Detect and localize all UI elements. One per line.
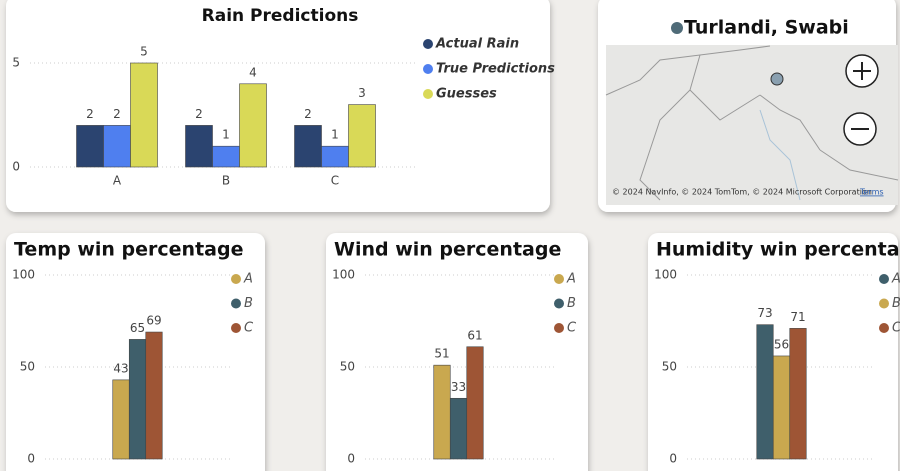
bar	[76, 125, 104, 168]
legend-label: Actual Rain	[435, 37, 519, 52]
legend-label: A	[566, 272, 576, 287]
legend-label: B	[892, 296, 900, 311]
data-label: 5	[140, 45, 148, 59]
chart-title: Wind win percentage	[334, 239, 561, 261]
y-tick-label: 50	[662, 360, 677, 374]
bar	[103, 125, 131, 168]
data-label: 61	[467, 328, 482, 342]
legend-label: B	[244, 296, 253, 311]
legend-label: Guesses	[436, 87, 497, 102]
y-tick-label: 100	[12, 268, 35, 282]
bar	[756, 324, 774, 460]
map-attribution: © 2024 NavInfo, © 2024 TomTom, © 2024 Mi…	[612, 188, 872, 197]
data-label: 56	[774, 337, 789, 351]
bar	[212, 145, 240, 168]
data-label: 2	[304, 107, 312, 121]
x-tick-label: A	[113, 174, 122, 188]
bar	[130, 62, 158, 168]
legend-marker	[423, 89, 433, 99]
legend-marker	[879, 298, 889, 309]
y-tick-label: 50	[20, 360, 35, 374]
bar	[433, 364, 451, 460]
y-tick-label: 100	[654, 268, 677, 282]
data-label: 4	[249, 65, 257, 79]
y-tick-label: 0	[27, 452, 35, 466]
map-title: Turlandi, Swabi	[684, 17, 849, 39]
legend-label: B	[567, 296, 576, 311]
data-label: 43	[113, 361, 128, 375]
legend-marker	[231, 274, 241, 284]
data-label: 65	[130, 321, 145, 335]
legend-label: True Predictions	[436, 62, 555, 77]
legend-label: C	[567, 321, 577, 336]
bar	[112, 379, 130, 460]
location-dot	[671, 22, 683, 34]
data-label: 69	[146, 314, 161, 328]
data-label: 2	[113, 107, 121, 121]
legend-label: A	[891, 272, 900, 287]
x-tick-label: C	[331, 174, 339, 188]
map-marker[interactable]	[770, 72, 784, 86]
card	[326, 233, 588, 471]
legend-label: A	[243, 272, 253, 287]
bar	[789, 328, 807, 460]
map-terms[interactable]: Terms	[859, 188, 884, 197]
chart-title: Temp win percentage	[14, 239, 243, 261]
bar	[466, 346, 484, 460]
zoom-out[interactable]	[843, 112, 877, 146]
legend-marker	[554, 298, 564, 309]
data-label: 1	[331, 128, 339, 142]
data-label: 1	[222, 128, 230, 142]
legend-marker	[879, 274, 889, 284]
legend-label: C	[892, 321, 900, 336]
legend-marker	[231, 323, 241, 333]
bar	[145, 331, 163, 460]
y-tick-label: 100	[332, 268, 355, 282]
legend-marker	[423, 39, 433, 49]
data-label: 51	[434, 347, 449, 361]
chart-title: Humidity win percentage	[656, 239, 900, 261]
bar	[239, 83, 267, 168]
legend-marker	[423, 64, 433, 74]
y-tick-label: 5	[12, 56, 20, 70]
y-tick-label: 0	[669, 452, 677, 466]
legend-marker	[554, 323, 564, 333]
map-river	[759, 109, 801, 201]
bar	[772, 355, 791, 460]
data-label: 3	[358, 86, 366, 100]
bar	[348, 104, 376, 168]
bar	[294, 125, 322, 168]
data-label: 2	[86, 107, 94, 121]
bar	[185, 125, 213, 168]
legend-marker	[554, 274, 564, 284]
y-tick-label: 50	[340, 360, 355, 374]
legend-marker	[231, 298, 241, 309]
map-border	[605, 45, 899, 201]
y-tick-label: 0	[347, 452, 355, 466]
legend-marker	[879, 323, 889, 333]
bar	[128, 339, 147, 460]
y-tick-label: 0	[12, 160, 20, 174]
chart-title: Rain Predictions	[202, 6, 359, 26]
data-label: 71	[790, 310, 805, 324]
data-label: 73	[757, 306, 772, 320]
zoom-in[interactable]	[845, 54, 879, 88]
bar	[321, 145, 349, 168]
legend-label: C	[244, 321, 254, 336]
data-label: 33	[451, 380, 466, 394]
bar	[449, 397, 468, 460]
data-label: 2	[195, 107, 203, 121]
x-tick-label: B	[222, 174, 230, 188]
